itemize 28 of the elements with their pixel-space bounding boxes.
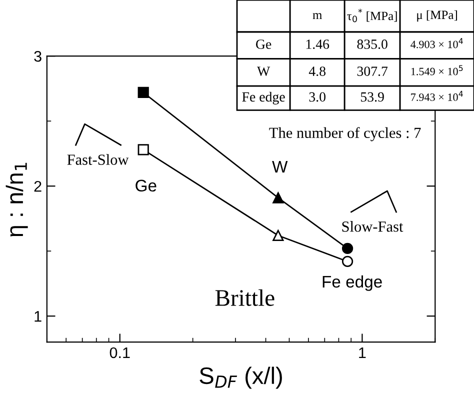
text: m <box>312 13 322 20</box>
annotation: Ge <box>136 180 156 192</box>
annotation: 4.8 <box>308 66 326 76</box>
annotation: 7.943 × 10$^{4}$ <box>411 90 463 101</box>
annotation: W <box>257 66 270 76</box>
annotation: The number of cycles : 7 <box>269 127 421 142</box>
annotation: Fe edge <box>322 275 382 291</box>
annotation: Fe edge <box>242 92 285 104</box>
annotation: W <box>272 161 288 173</box>
annotation: 1.549 × 10$^{5}$ <box>411 65 463 76</box>
y-tick-label: 1 <box>34 311 42 322</box>
text: Ge <box>256 40 272 49</box>
y-tick-label: 3 <box>34 50 42 62</box>
annotation: 3.0 <box>309 92 326 102</box>
x-tick-label: 0.1 <box>110 347 130 358</box>
annotation: 53.9 <box>360 92 384 102</box>
annotation: 307.7 <box>357 66 388 76</box>
x-axis-title: S$_{DF}$ (x/l) <box>200 366 282 389</box>
text: τ$_{0}$$^{*}$ [MPa] <box>347 8 397 22</box>
text: 4.903 × 10$^{4}$ <box>410 38 463 48</box>
y-axis-title: η : n/n$_{1}$ <box>6 162 28 236</box>
y-tick-label: 2 <box>34 180 42 192</box>
text: 1.46 <box>306 40 330 49</box>
annotation: Slow-Fast <box>342 221 404 232</box>
text: μ [MPa] <box>417 10 457 22</box>
text: 835.0 <box>357 40 388 49</box>
annotation: Brittle <box>215 289 274 306</box>
annotation: Fast-Slow <box>67 154 129 165</box>
